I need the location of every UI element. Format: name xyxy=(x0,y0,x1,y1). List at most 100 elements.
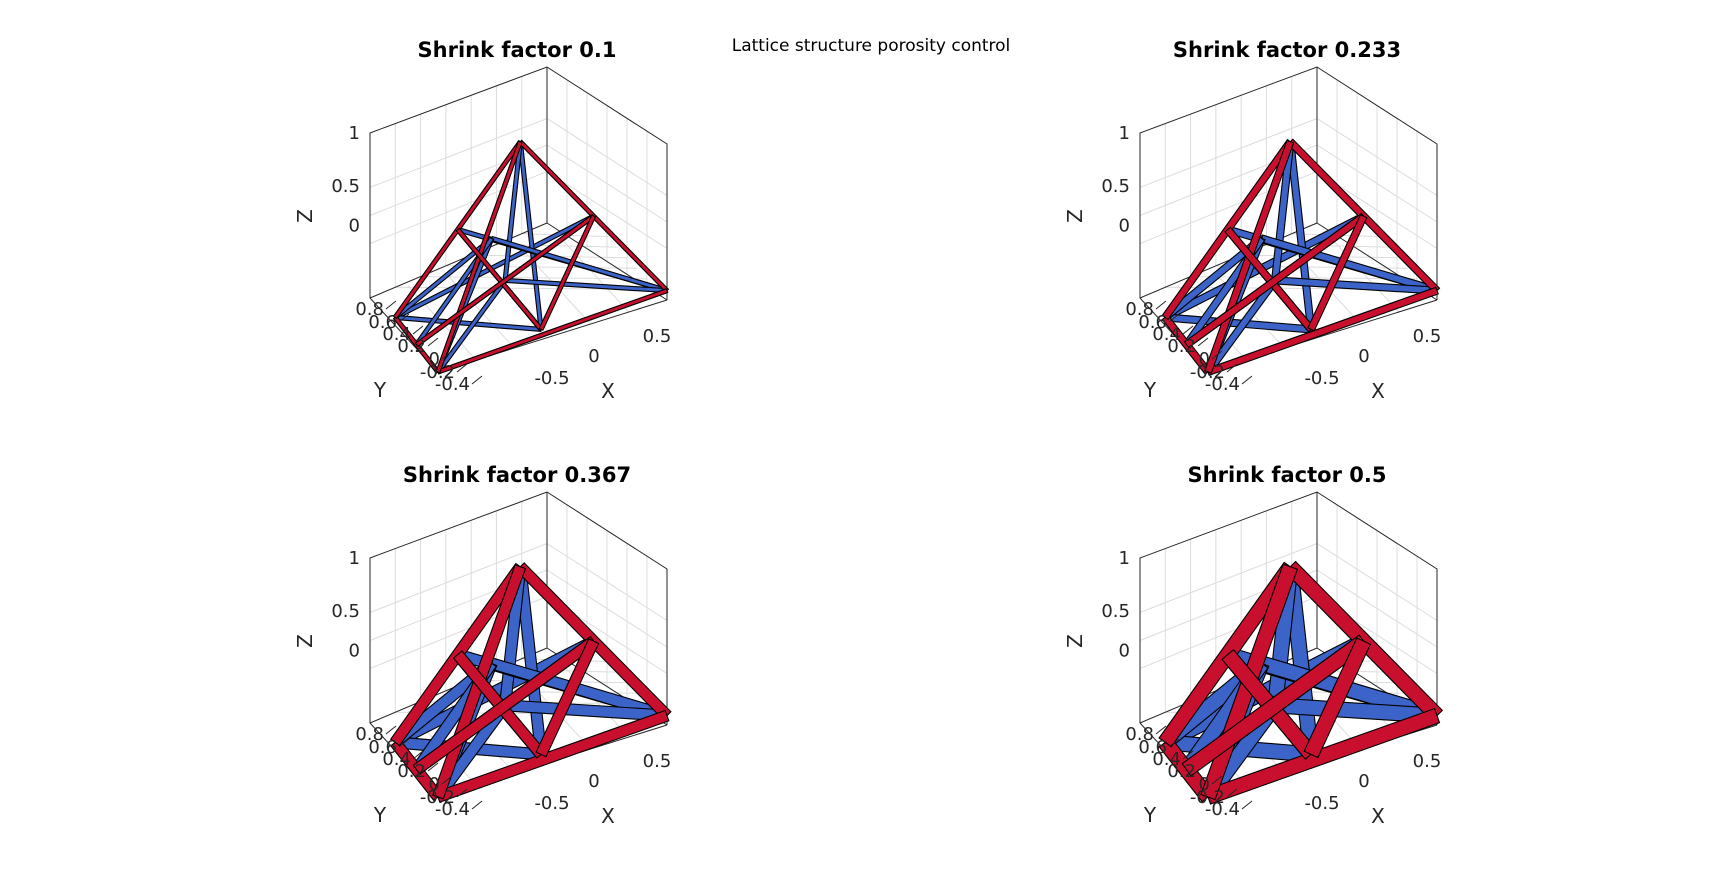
y-tick-label: 0.2 xyxy=(1167,761,1196,782)
subplot-title: Shrink factor 0.5 xyxy=(1188,463,1387,487)
x-tick-label: 0.5 xyxy=(1413,751,1442,772)
y-tick-mark xyxy=(1197,762,1209,772)
y-tick-label: 0.4 xyxy=(1152,749,1181,770)
z-tick-label: 0 xyxy=(1119,215,1130,236)
y-tick-label: 0.8 xyxy=(1125,724,1154,745)
z-axis-label: Z xyxy=(1063,634,1087,648)
inner-strut xyxy=(517,140,544,331)
y-axis-label: Y xyxy=(373,378,387,402)
inner-strut xyxy=(393,213,596,320)
outer-strut xyxy=(435,709,670,803)
subplot-title: Shrink factor 0.367 xyxy=(403,463,631,487)
y-tick-label: 0.2 xyxy=(397,336,426,357)
y-tick-mark xyxy=(471,800,483,810)
x-tick-label: -0.5 xyxy=(534,793,569,814)
y-tick-mark xyxy=(1197,337,1209,347)
outer-strut xyxy=(535,638,600,758)
x-tick-label: 0 xyxy=(588,771,599,792)
x-tick-label: -0.5 xyxy=(1304,793,1339,814)
y-tick-mark xyxy=(441,775,453,785)
z-tick-label: 0.5 xyxy=(1101,601,1130,622)
y-tick-mark xyxy=(398,738,410,748)
y-tick-label: -0.4 xyxy=(435,799,470,820)
y-tick-mark xyxy=(385,725,397,735)
x-tick-label: 0 xyxy=(588,346,599,367)
figure-title: Lattice structure porosity control xyxy=(732,36,1011,56)
x-axis-label: X xyxy=(1371,804,1385,828)
y-tick-label: 0.4 xyxy=(382,749,411,770)
x-tick-label: -0.5 xyxy=(1304,368,1339,389)
x-tick-label: -0.5 xyxy=(534,368,569,389)
x-axis-label: X xyxy=(601,379,615,403)
subplot-title: Shrink factor 0.233 xyxy=(1173,38,1401,62)
z-tick-label: 1 xyxy=(349,548,360,569)
y-tick-mark xyxy=(1241,800,1253,810)
y-tick-mark xyxy=(412,325,424,335)
y-tick-label: 0.2 xyxy=(397,761,426,782)
x-tick-label: 0.5 xyxy=(643,751,672,772)
outer-strut xyxy=(1206,286,1439,377)
y-tick-label: 0 xyxy=(429,774,440,795)
y-tick-label: 0.2 xyxy=(1167,336,1196,357)
y-tick-label: 0.6 xyxy=(368,737,397,758)
z-tick-label: 0.5 xyxy=(331,601,360,622)
y-tick-label: -0.2 xyxy=(420,787,455,808)
y-tick-mark xyxy=(385,300,397,310)
y-axis-label: Y xyxy=(1143,378,1157,402)
y-tick-label: 0.8 xyxy=(355,299,384,320)
y-tick-mark xyxy=(1241,375,1253,385)
z-tick-label: 0 xyxy=(349,215,360,236)
inner-strut xyxy=(1162,212,1366,322)
z-tick-label: 1 xyxy=(349,123,360,144)
y-tick-label: -0.2 xyxy=(420,362,455,383)
grid-line xyxy=(369,170,668,249)
y-tick-label: 0 xyxy=(429,349,440,370)
y-tick-label: -0.2 xyxy=(1190,362,1225,383)
y-tick-mark xyxy=(1155,725,1167,735)
outer-strut xyxy=(1204,707,1441,805)
y-tick-label: -0.4 xyxy=(1205,374,1240,395)
z-tick-label: 1 xyxy=(1119,548,1130,569)
y-tick-label: 0.6 xyxy=(1138,737,1167,758)
x-tick-label: 0.5 xyxy=(643,326,672,347)
y-tick-mark xyxy=(1168,738,1180,748)
y-tick-label: 0.6 xyxy=(368,312,397,333)
grid-line xyxy=(560,237,630,313)
lattice-mesh xyxy=(392,139,670,375)
y-tick-mark xyxy=(1226,363,1238,373)
y-axis-label: Y xyxy=(1143,803,1157,827)
x-tick-label: 0 xyxy=(1358,346,1369,367)
x-tick-label: 0 xyxy=(1358,771,1369,792)
y-tick-label: 0 xyxy=(1199,349,1210,370)
outer-strut xyxy=(538,214,597,331)
y-tick-label: -0.2 xyxy=(1190,787,1225,808)
outer-strut xyxy=(436,288,669,375)
y-tick-label: 0.4 xyxy=(1152,324,1181,345)
y-tick-mark xyxy=(441,350,453,360)
z-tick-label: 0 xyxy=(349,640,360,661)
y-tick-label: 0 xyxy=(1199,774,1210,795)
z-tick-label: 0.5 xyxy=(331,176,360,197)
y-tick-mark xyxy=(1226,788,1238,798)
y-tick-mark xyxy=(456,788,468,798)
y-tick-label: -0.4 xyxy=(1205,799,1240,820)
y-tick-mark xyxy=(1211,350,1223,360)
z-tick-label: 0 xyxy=(1119,640,1130,661)
z-axis-label: Z xyxy=(293,209,317,223)
x-tick-label: 0.5 xyxy=(1413,326,1442,347)
y-tick-label: 0.4 xyxy=(382,324,411,345)
y-tick-mark xyxy=(1211,775,1223,785)
y-tick-mark xyxy=(1168,313,1180,323)
y-axis-label: Y xyxy=(373,803,387,827)
subplot-3: Shrink factor 0.36700.51Z-0.4-0.200.20.4… xyxy=(293,463,672,828)
grid-line xyxy=(1330,237,1400,313)
y-tick-mark xyxy=(471,375,483,385)
z-axis-label: Z xyxy=(1063,209,1087,223)
y-tick-label: 0.6 xyxy=(1138,312,1167,333)
y-tick-mark xyxy=(427,337,439,347)
z-tick-label: 0.5 xyxy=(1101,176,1130,197)
subplot-1: Shrink factor 0.100.51Z-0.4-0.200.20.40.… xyxy=(293,38,671,403)
y-tick-mark xyxy=(456,363,468,373)
x-axis-label: X xyxy=(1371,379,1385,403)
